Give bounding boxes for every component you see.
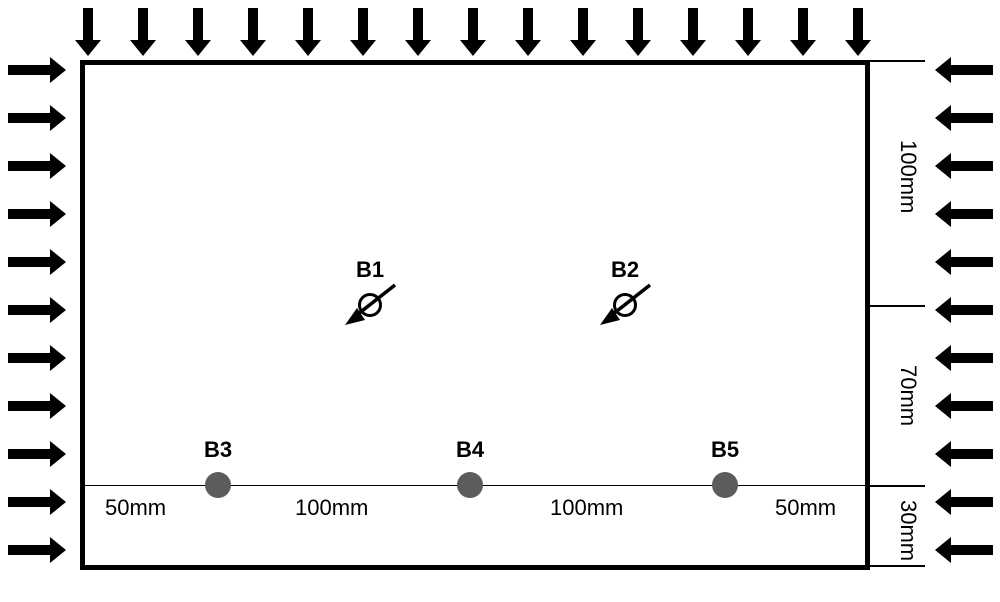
point-label-b4: B4	[456, 437, 484, 463]
point-filled-b4	[457, 472, 483, 498]
load-arrow-left	[8, 441, 66, 467]
load-arrow-left	[8, 489, 66, 515]
load-arrow-top	[680, 8, 706, 56]
point-label-b5: B5	[711, 437, 739, 463]
load-arrow-top	[515, 8, 541, 56]
point-label-b1: B1	[356, 257, 384, 283]
load-arrow-top	[75, 8, 101, 56]
load-arrow-left	[8, 57, 66, 83]
load-arrow-left	[8, 393, 66, 419]
load-arrow-right	[935, 537, 993, 563]
load-arrow-top	[295, 8, 321, 56]
point-arrow-b1	[335, 280, 405, 335]
load-arrow-top	[350, 8, 376, 56]
load-arrow-right	[935, 393, 993, 419]
dimension-right: 100mm	[895, 140, 921, 213]
load-arrow-top	[240, 8, 266, 56]
load-arrow-right	[935, 489, 993, 515]
diagram-root: B1 B2 B3 B4 B5 50mm 100mm 100mm 50mm 100mm 70mm 3…	[0, 0, 1000, 602]
point-label-b2: B2	[611, 257, 639, 283]
load-arrow-right	[935, 57, 993, 83]
load-arrow-top	[845, 8, 871, 56]
load-arrow-right	[935, 441, 993, 467]
point-arrow-b2	[590, 280, 660, 335]
load-arrow-top	[570, 8, 596, 56]
load-arrow-left	[8, 201, 66, 227]
load-arrow-left	[8, 537, 66, 563]
load-arrow-left	[8, 105, 66, 131]
load-arrow-right	[935, 201, 993, 227]
dimension-bottom: 50mm	[105, 495, 166, 521]
dimension-tick	[870, 305, 925, 307]
dimension-tick	[870, 485, 925, 487]
load-arrow-top	[460, 8, 486, 56]
load-arrow-top	[735, 8, 761, 56]
load-arrow-top	[130, 8, 156, 56]
point-label-b3: B3	[204, 437, 232, 463]
point-filled-b5	[712, 472, 738, 498]
dimension-tick	[870, 565, 925, 567]
dimension-bottom: 100mm	[550, 495, 623, 521]
load-arrow-right	[935, 249, 993, 275]
load-arrow-right	[935, 297, 993, 323]
load-arrow-top	[185, 8, 211, 56]
load-arrow-right	[935, 153, 993, 179]
load-arrow-right	[935, 105, 993, 131]
load-arrow-top	[625, 8, 651, 56]
load-arrow-right	[935, 345, 993, 371]
dimension-right: 30mm	[895, 500, 921, 561]
dimension-bottom: 50mm	[775, 495, 836, 521]
load-arrow-top	[790, 8, 816, 56]
load-arrow-left	[8, 153, 66, 179]
load-arrow-top	[405, 8, 431, 56]
load-arrow-left	[8, 345, 66, 371]
dimension-tick	[870, 60, 925, 62]
load-arrow-left	[8, 249, 66, 275]
point-filled-b3	[205, 472, 231, 498]
dimension-bottom: 100mm	[295, 495, 368, 521]
dimension-right: 70mm	[895, 365, 921, 426]
load-arrow-left	[8, 297, 66, 323]
